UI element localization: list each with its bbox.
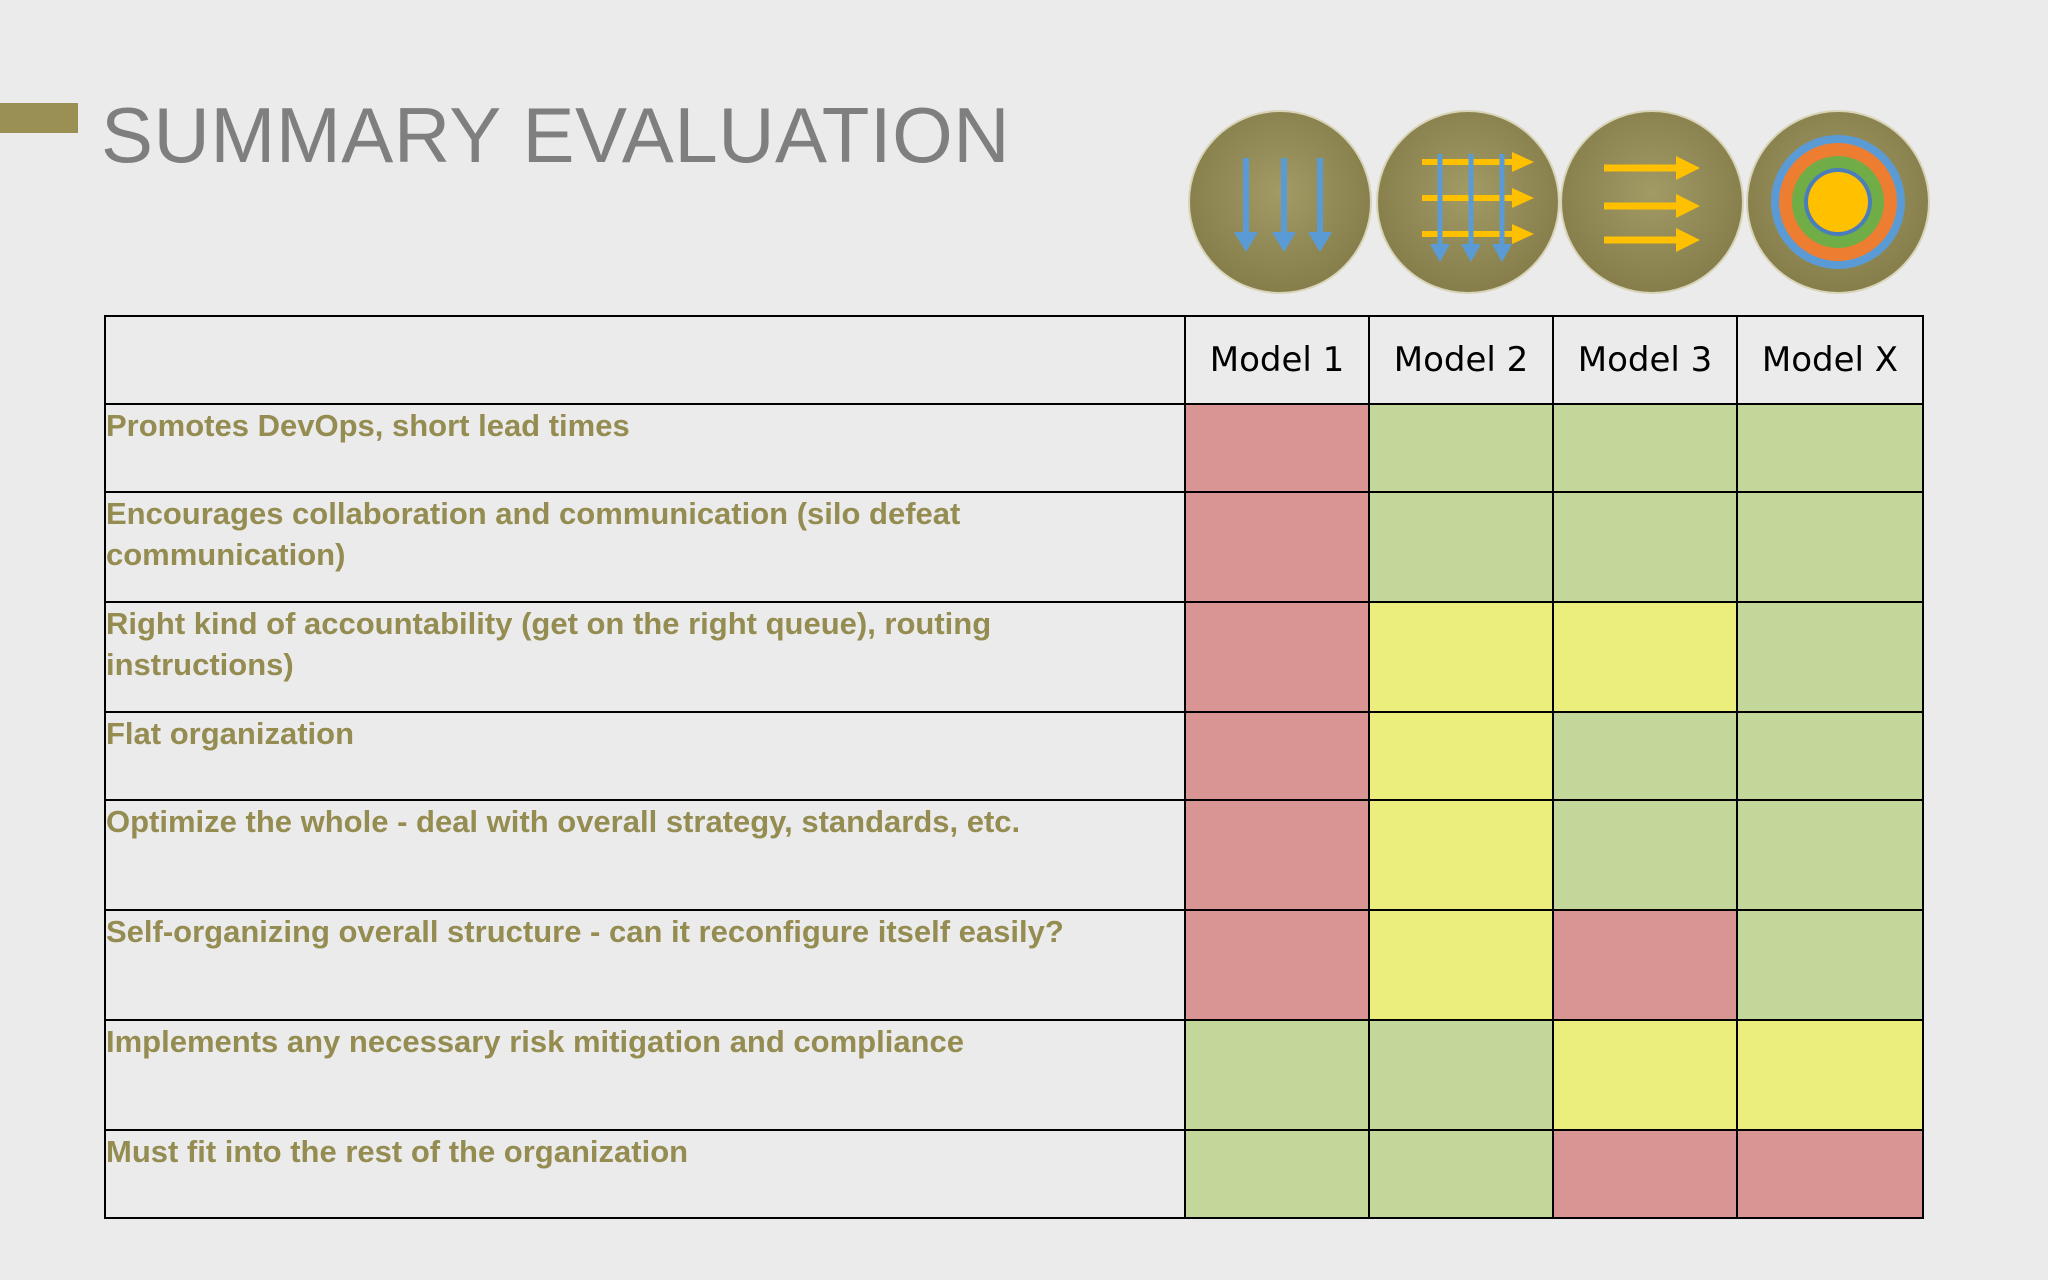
rating-cell-red — [1184, 909, 1370, 1021]
rating-cell-red — [1736, 1129, 1924, 1219]
column-header-model-1: Model 1 — [1184, 315, 1370, 405]
table-row: Self-organizing overall structure - can … — [104, 909, 1924, 1021]
rating-cell-yellow — [1736, 1019, 1924, 1131]
rating-cell-red — [1552, 1129, 1738, 1219]
column-header-model-2: Model 2 — [1368, 315, 1554, 405]
rating-cell-green — [1368, 1129, 1554, 1219]
table-row: Implements any necessary risk mitigation… — [104, 1019, 1924, 1131]
rating-cell-green — [1368, 491, 1554, 603]
title-accent-bar — [0, 103, 78, 133]
rating-cell-green — [1736, 909, 1924, 1021]
table-row: Encourages collaboration and communicati… — [104, 491, 1924, 603]
rating-cell-green — [1184, 1019, 1370, 1131]
rating-cell-red — [1184, 403, 1370, 493]
criterion-label: Must fit into the rest of the organizati… — [104, 1129, 1186, 1219]
table-corner-cell — [104, 315, 1186, 405]
table-row: Optimize the whole - deal with overall s… — [104, 799, 1924, 911]
rating-cell-red — [1184, 601, 1370, 713]
criterion-label: Right kind of accountability (get on the… — [104, 601, 1186, 713]
criterion-label: Promotes DevOps, short lead times — [104, 403, 1186, 493]
rating-cell-green — [1368, 403, 1554, 493]
rating-cell-green — [1736, 799, 1924, 911]
rating-cell-green — [1552, 799, 1738, 911]
criterion-label: Flat organization — [104, 711, 1186, 801]
rating-cell-green — [1736, 711, 1924, 801]
slide-title: SUMMARY EVALUATION — [101, 91, 1011, 179]
rating-cell-green — [1184, 1129, 1370, 1219]
column-header-model-3: Model 3 — [1552, 315, 1738, 405]
table-row: Promotes DevOps, short lead times — [104, 403, 1924, 493]
table-row: Flat organization — [104, 711, 1924, 801]
table-row: Must fit into the rest of the organizati… — [104, 1129, 1924, 1219]
rating-cell-green — [1552, 711, 1738, 801]
rating-cell-red — [1184, 491, 1370, 603]
criterion-label: Optimize the whole - deal with overall s… — [104, 799, 1186, 911]
rating-cell-red — [1552, 909, 1738, 1021]
model-1-vertical-arrows-icon — [1188, 110, 1372, 294]
rating-cell-yellow — [1368, 711, 1554, 801]
rating-cell-yellow — [1368, 909, 1554, 1021]
rating-cell-yellow — [1552, 601, 1738, 713]
rating-cell-green — [1736, 601, 1924, 713]
rating-cell-green — [1736, 403, 1924, 493]
model-2-grid-arrows-icon — [1376, 110, 1560, 294]
model-3-horizontal-arrows-icon — [1560, 110, 1744, 294]
criterion-label: Self-organizing overall structure - can … — [104, 909, 1186, 1021]
rating-cell-green — [1552, 403, 1738, 493]
table-header-row: Model 1 Model 2 Model 3 Model X — [104, 315, 1924, 405]
rating-cell-green — [1552, 491, 1738, 603]
rating-cell-yellow — [1368, 601, 1554, 713]
criterion-label: Implements any necessary risk mitigation… — [104, 1019, 1186, 1131]
rating-cell-red — [1184, 711, 1370, 801]
rating-cell-red — [1184, 799, 1370, 911]
rating-cell-green — [1368, 1019, 1554, 1131]
table-row: Right kind of accountability (get on the… — [104, 601, 1924, 713]
criterion-label: Encourages collaboration and communicati… — [104, 491, 1186, 603]
model-x-concentric-circles-icon — [1746, 110, 1930, 294]
rating-cell-yellow — [1368, 799, 1554, 911]
column-header-model-x: Model X — [1736, 315, 1924, 405]
evaluation-table: Model 1 Model 2 Model 3 Model X Promotes… — [104, 315, 1924, 1219]
rating-cell-green — [1736, 491, 1924, 603]
rating-cell-yellow — [1552, 1019, 1738, 1131]
